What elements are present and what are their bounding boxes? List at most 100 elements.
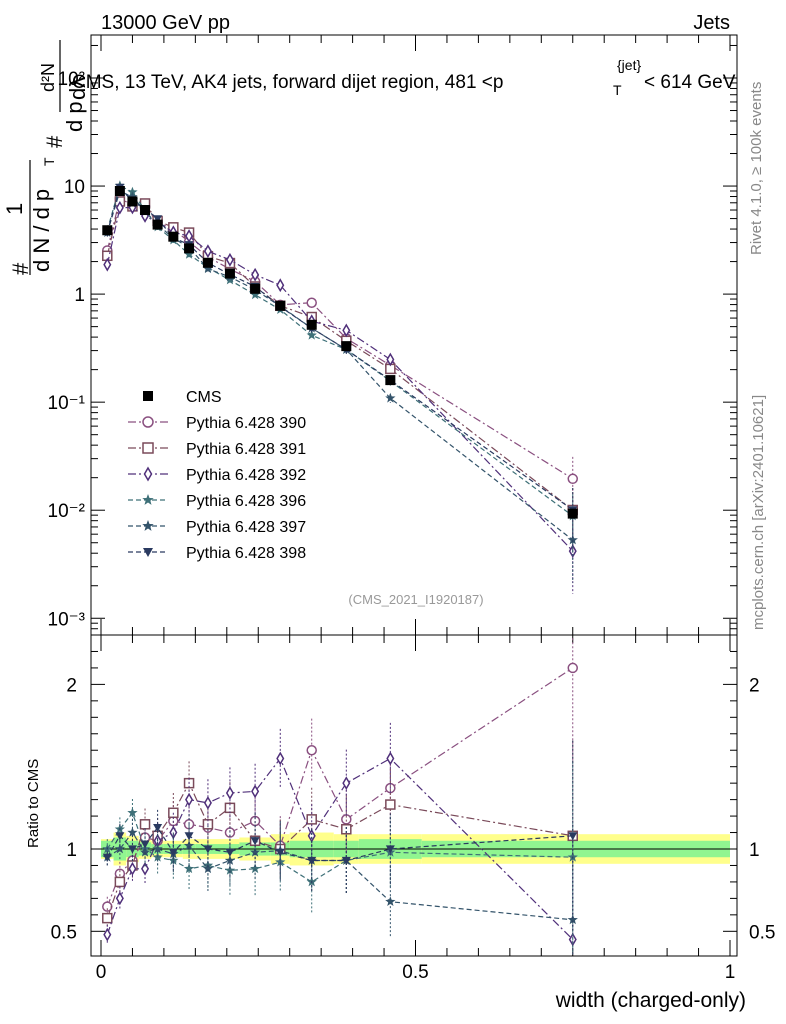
analysis-id: (CMS_2021_I1920187) [348, 592, 483, 607]
data-point [386, 352, 395, 367]
data-point [203, 244, 212, 259]
legend-marker [142, 442, 154, 454]
ratio-point [203, 796, 212, 810]
cms-data-point [140, 205, 151, 216]
ratio-point [341, 823, 352, 835]
legend-marker [142, 416, 154, 428]
legend-entry: Pythia 6.428 396 [186, 493, 306, 510]
svg-text:CMS, 13 TeV, AK4 jets, forward: CMS, 13 TeV, AK4 jets, forward dijet reg… [72, 72, 503, 93]
cms-data-point [341, 341, 352, 352]
ratio-point [203, 845, 213, 854]
title-tail: < 614 GeV [644, 72, 736, 93]
ratio-point [153, 824, 163, 833]
ratio-point [306, 814, 317, 825]
data-point [115, 200, 124, 215]
y-label-num: d²N [38, 63, 58, 92]
ratio-point [385, 896, 396, 906]
ratio-point [102, 853, 112, 862]
ratio-point [250, 846, 261, 857]
ratio-point [386, 751, 395, 766]
cms-data-point [250, 283, 261, 294]
ratio-tick-label-right: 1 [749, 840, 760, 861]
ratio-point [183, 840, 195, 851]
cms-data-point [202, 257, 213, 268]
data-point [306, 329, 317, 340]
cms-data-point [168, 231, 179, 242]
ratio-point [139, 846, 151, 857]
ratio-point [127, 827, 138, 837]
ratio-point [275, 848, 285, 857]
y-tick-label: 10² [58, 69, 85, 90]
legend-entry: CMS [186, 389, 222, 406]
series-line-ratio [106, 667, 574, 907]
data-point [183, 249, 195, 259]
ratio-point [385, 845, 395, 854]
data-point [202, 263, 214, 274]
ratio-point [276, 751, 285, 766]
ratio-point [225, 848, 235, 857]
x-tick-label: 0.5 [402, 962, 428, 983]
ratio-point [127, 845, 137, 854]
legend-marker [142, 520, 154, 531]
ratio-frame [90, 634, 738, 957]
ratio-point [152, 843, 163, 854]
ratio-point [202, 863, 214, 874]
y-label-den-sub: T [41, 157, 57, 166]
ratio-point [114, 843, 125, 854]
x-tick-label: 1 [725, 962, 736, 983]
ratio-point [168, 848, 178, 857]
ratio-point [139, 819, 151, 830]
cms-data-point [567, 508, 578, 519]
ratio-point [250, 837, 260, 846]
cms-data-point [114, 185, 125, 196]
mcplots-label: mcplots.cern.ch [arXiv:2401.10621] [750, 395, 767, 630]
legend-marker [143, 548, 153, 557]
y-label-lam: dλ [65, 77, 90, 100]
ratio-point [225, 786, 234, 800]
ratio-tick-label-right: 2 [749, 675, 760, 696]
legend-entry: Pythia 6.428 390 [186, 415, 306, 432]
y-tick-label: 10⁻² [48, 501, 86, 522]
data-point [224, 274, 236, 285]
ratio-tick-label-right: 0.5 [749, 922, 775, 943]
ratio-point [183, 863, 195, 874]
cms-data-point [102, 225, 113, 236]
data-point [567, 473, 578, 485]
ratio-point [184, 832, 194, 841]
series-line-main [106, 206, 574, 552]
cms-data-point [224, 268, 235, 279]
y-label-one: 1 [2, 203, 27, 215]
legend-marker [143, 466, 153, 482]
data-point [276, 278, 285, 293]
main-panel: 10⁻³ 10⁻² 10⁻¹ 1 10 10² [48, 34, 738, 636]
ratio-point [342, 776, 351, 791]
ratio-point [568, 832, 578, 841]
y-label-den2: d p [62, 101, 87, 132]
ratio-point [251, 784, 260, 799]
ratio-point [140, 840, 150, 849]
data-point [225, 252, 234, 267]
y-tick-label: 10⁻¹ [48, 393, 86, 414]
cms-data-point [385, 375, 396, 386]
legend-entry: Pythia 6.428 398 [186, 545, 306, 562]
y-axis-label: # 1 d N / d p T # d²N d p dλ [2, 40, 90, 275]
data-point [385, 392, 396, 403]
ratio-point [341, 856, 351, 866]
cms-data-point [306, 319, 317, 330]
ratio-tick-label: 0.5 [51, 922, 77, 943]
legend-marker [143, 391, 153, 401]
legend-entry: Pythia 6.428 397 [186, 519, 306, 536]
x-tick-label: 0 [96, 962, 107, 983]
cms-data-point [275, 300, 286, 311]
ratio-point [115, 832, 125, 841]
title-main: CMS, 13 TeV, AK4 jets, forward dijet reg… [72, 72, 503, 93]
y-tick-label: 1 [74, 285, 85, 306]
y-label-hash2: # [42, 135, 67, 148]
ratio-point [567, 662, 578, 674]
rivet-label: Rivet 4.1.0, ≥ 100k events [748, 82, 765, 255]
cms-data-point [152, 219, 163, 230]
header-left: 13000 GeV pp [101, 12, 230, 34]
header-right: Jets [693, 12, 730, 34]
data-point [251, 267, 260, 282]
